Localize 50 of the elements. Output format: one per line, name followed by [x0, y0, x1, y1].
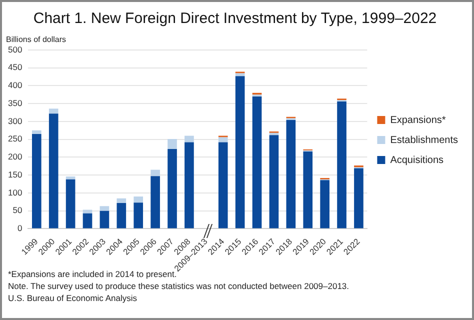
y-tick-label: 100: [8, 187, 22, 198]
y-tick-label: 200: [8, 152, 22, 162]
bar: [82, 210, 92, 214]
bar: [235, 76, 245, 228]
y-tick-label: 450: [8, 62, 22, 72]
bar: [354, 168, 364, 228]
bar: [269, 135, 279, 228]
y-tick-label: 150: [8, 169, 22, 180]
y-tick-label: 50: [12, 205, 22, 216]
bar: [48, 108, 58, 114]
bar: [286, 120, 296, 228]
bar: [32, 134, 42, 228]
legend-label: Expansions*: [390, 114, 446, 126]
y-axis-title: Billions of dollars: [6, 35, 66, 44]
bar: [32, 130, 42, 134]
bar: [134, 196, 144, 203]
chart-title: Chart 1. New Foreign Direct Investment by Type, 1999–2022: [33, 10, 437, 28]
legend-label: Establishments: [390, 134, 458, 146]
legend-label: Acquisitions: [390, 154, 444, 166]
y-tick-label: 500: [8, 44, 22, 54]
bar: [150, 170, 160, 176]
bar: [116, 202, 126, 228]
bar: [184, 136, 194, 142]
bar: [82, 213, 92, 228]
bar: [150, 176, 160, 228]
y-tick-label: 300: [8, 116, 22, 126]
text: U.S. Bureau of Economic Analysis: [8, 292, 138, 304]
bar: [48, 114, 58, 228]
bar: [320, 180, 330, 228]
bar: [116, 198, 126, 203]
text: Note. The survey used to produce these statistics was not conducted between 2009–2013.: [8, 280, 350, 292]
bar: [218, 142, 228, 228]
bar: [252, 96, 262, 228]
y-tick-label: 400: [8, 80, 22, 90]
bar: [337, 101, 346, 228]
bar: [303, 152, 313, 228]
y-tick-label: 0: [17, 223, 22, 234]
bar: [168, 138, 177, 149]
y-tick-label: 350: [8, 98, 22, 108]
bar: [168, 149, 177, 228]
bar: [134, 202, 144, 228]
bar: [100, 210, 110, 228]
bar: [100, 206, 110, 211]
bar: [218, 137, 228, 142]
y-tick-label: 250: [8, 134, 22, 144]
bar: [184, 142, 194, 228]
bar: [235, 73, 245, 76]
bar: [66, 179, 76, 228]
bar: [66, 176, 76, 180]
bar: [269, 132, 279, 136]
